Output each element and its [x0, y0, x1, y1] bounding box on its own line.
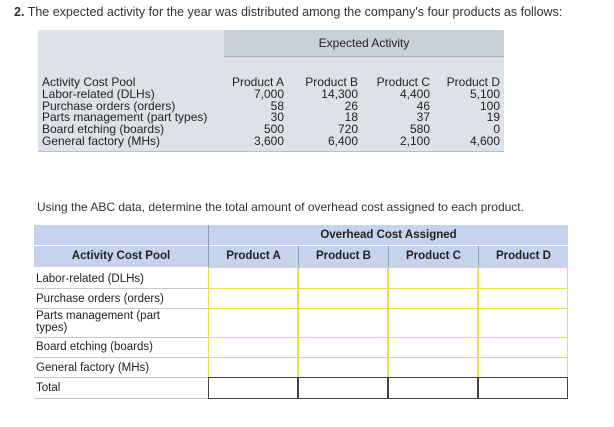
input-total-product-d[interactable]: [478, 377, 568, 399]
activity-col-header: Product D: [446, 75, 500, 89]
input-purchase-product-b[interactable]: [298, 288, 388, 309]
activity-cost-pool-header: Activity Cost Pool: [71, 250, 171, 262]
col-header-product-a: Product A: [226, 250, 281, 262]
input-labor-product-c[interactable]: [388, 267, 478, 289]
row-label-board: Board etching (boards): [36, 341, 153, 353]
expected-activity-table: Expected Activity Activity Cost Pool Lab…: [38, 30, 504, 152]
activity-column-product-a: Product A 7,000 58 30 500 3,600: [228, 75, 284, 148]
activity-cell: 580: [409, 122, 430, 137]
activity-label-column: Activity Cost Pool Labor-related (DLHs) …: [42, 75, 208, 148]
header-divider: [208, 225, 209, 267]
input-parts-product-d[interactable]: [478, 308, 568, 338]
activity-cell: 500: [263, 122, 284, 137]
activity-row-label: Parts management (part types): [42, 110, 208, 125]
question-number: 2.: [14, 5, 25, 19]
col-header-product-d: Product D: [496, 250, 551, 262]
input-labor-product-d[interactable]: [478, 267, 568, 289]
activity-cell: 2,100: [399, 133, 430, 148]
activity-cell: 37: [416, 110, 430, 125]
input-board-product-a[interactable]: [208, 337, 298, 358]
activity-col-header: Product B: [305, 75, 358, 89]
activity-col-header: Product C: [376, 75, 430, 89]
input-purchase-product-d[interactable]: [478, 288, 568, 309]
header-divider: [298, 246, 299, 267]
input-board-product-b[interactable]: [298, 337, 388, 358]
activity-cell: 26: [344, 98, 358, 113]
activity-column-product-c: Product C 4,400 46 37 580 2,100: [368, 75, 430, 148]
activity-cell: 0: [493, 122, 500, 137]
input-purchase-product-a[interactable]: [208, 288, 298, 309]
input-board-product-d[interactable]: [478, 337, 568, 358]
overhead-column-header-row: [34, 246, 568, 267]
row-label-general: General factory (MHs): [36, 362, 150, 374]
row-label-total: Total: [36, 382, 61, 394]
activity-col-header: Product A: [231, 75, 284, 89]
activity-cell: 3,600: [253, 133, 284, 148]
question-heading: 2. The expected activity for the year wa…: [14, 5, 562, 19]
overhead-cost-assigned-header: Overhead Cost Assigned: [320, 229, 457, 241]
input-board-product-c[interactable]: [388, 337, 478, 358]
activity-cell: 7,000: [253, 86, 284, 101]
row-separator: [34, 377, 208, 378]
activity-cell: 19: [486, 110, 500, 125]
input-total-product-c[interactable]: [388, 377, 478, 399]
header-divider: [478, 246, 479, 267]
row-label-purchase: Purchase orders (orders): [36, 293, 164, 305]
activity-cell: 58: [270, 98, 284, 113]
input-parts-product-c[interactable]: [388, 308, 478, 338]
activity-column-product-b: Product B 14,300 26 18 720 6,400: [298, 75, 358, 148]
input-general-product-d[interactable]: [478, 357, 568, 378]
input-general-product-a[interactable]: [208, 357, 298, 378]
row-separator: [34, 308, 208, 309]
activity-row-label: Labor-related (DLHs): [42, 86, 155, 101]
activity-cell: 4,600: [469, 133, 500, 148]
input-total-product-b[interactable]: [298, 377, 388, 399]
activity-cell: 30: [270, 110, 284, 125]
input-purchase-product-c[interactable]: [388, 288, 478, 309]
row-label-labor: Labor-related (DLHs): [36, 273, 145, 285]
activity-row-label: General factory (MHs): [42, 133, 161, 148]
instruction-text: Using the ABC data, determine the total …: [37, 200, 524, 214]
row-separator: [34, 357, 208, 358]
activity-row-label: Purchase orders (orders): [42, 98, 176, 113]
header-divider: [388, 246, 389, 267]
row-separator: [34, 337, 208, 338]
input-general-product-b[interactable]: [298, 357, 388, 378]
activity-row-label: Board etching (boards): [42, 122, 165, 137]
activity-cell: 4,400: [399, 86, 430, 101]
activity-cell: 46: [416, 98, 430, 113]
input-parts-product-a[interactable]: [208, 308, 298, 338]
activity-cell: 6,400: [327, 133, 358, 148]
activity-column-product-d: Product D 5,100 100 19 0 4,600: [438, 75, 500, 148]
overhead-cost-table: Overhead Cost Assigned Activity Cost Poo…: [34, 225, 568, 400]
input-general-product-c[interactable]: [388, 357, 478, 378]
input-parts-product-b[interactable]: [298, 308, 388, 338]
overhead-header-row: [34, 225, 568, 245]
activity-cell: 720: [337, 122, 358, 137]
row-label-parts-line1: Parts management (part: [36, 310, 161, 322]
expected-activity-header: Expected Activity: [224, 30, 504, 57]
col-header-product-b: Product B: [316, 250, 371, 262]
question-text: The expected activity for the year was d…: [27, 5, 563, 19]
input-labor-product-b[interactable]: [298, 267, 388, 289]
activity-cell: 18: [344, 110, 358, 125]
activity-cell: 14,300: [321, 86, 358, 101]
col-header-product-c: Product C: [406, 250, 461, 262]
activity-label-header: Activity Cost Pool: [42, 75, 136, 89]
activity-cell: 5,100: [469, 86, 500, 101]
input-total-product-a[interactable]: [208, 377, 298, 399]
row-label-parts-line2: types): [36, 322, 68, 334]
activity-cell: 100: [479, 98, 500, 113]
row-separator: [34, 288, 208, 289]
input-labor-product-a[interactable]: [208, 267, 298, 289]
